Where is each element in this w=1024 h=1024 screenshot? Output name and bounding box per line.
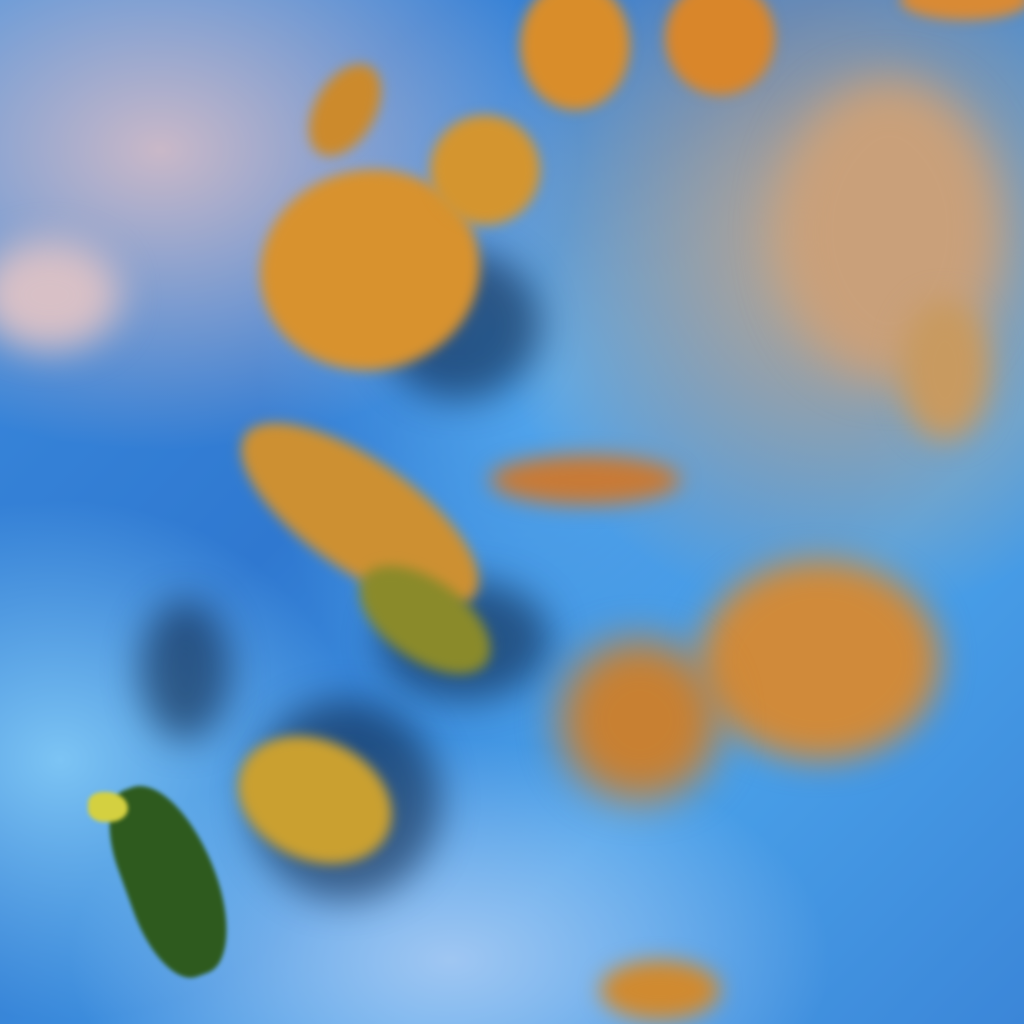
cloud-mass	[560, 640, 720, 800]
cloud-mass	[520, 0, 630, 110]
cloud-mass	[430, 115, 540, 225]
cloud-mass	[900, 300, 990, 440]
cloud-mass	[294, 51, 396, 169]
cloud-mass	[490, 455, 680, 505]
cloud-mass	[600, 960, 720, 1020]
cloud-shadow	[140, 600, 230, 740]
cloud-mass	[665, 0, 775, 95]
cloud-mass	[0, 240, 120, 350]
land-mass	[88, 792, 128, 822]
cloud-mass	[900, 0, 1024, 20]
cloud-mass	[700, 560, 940, 760]
